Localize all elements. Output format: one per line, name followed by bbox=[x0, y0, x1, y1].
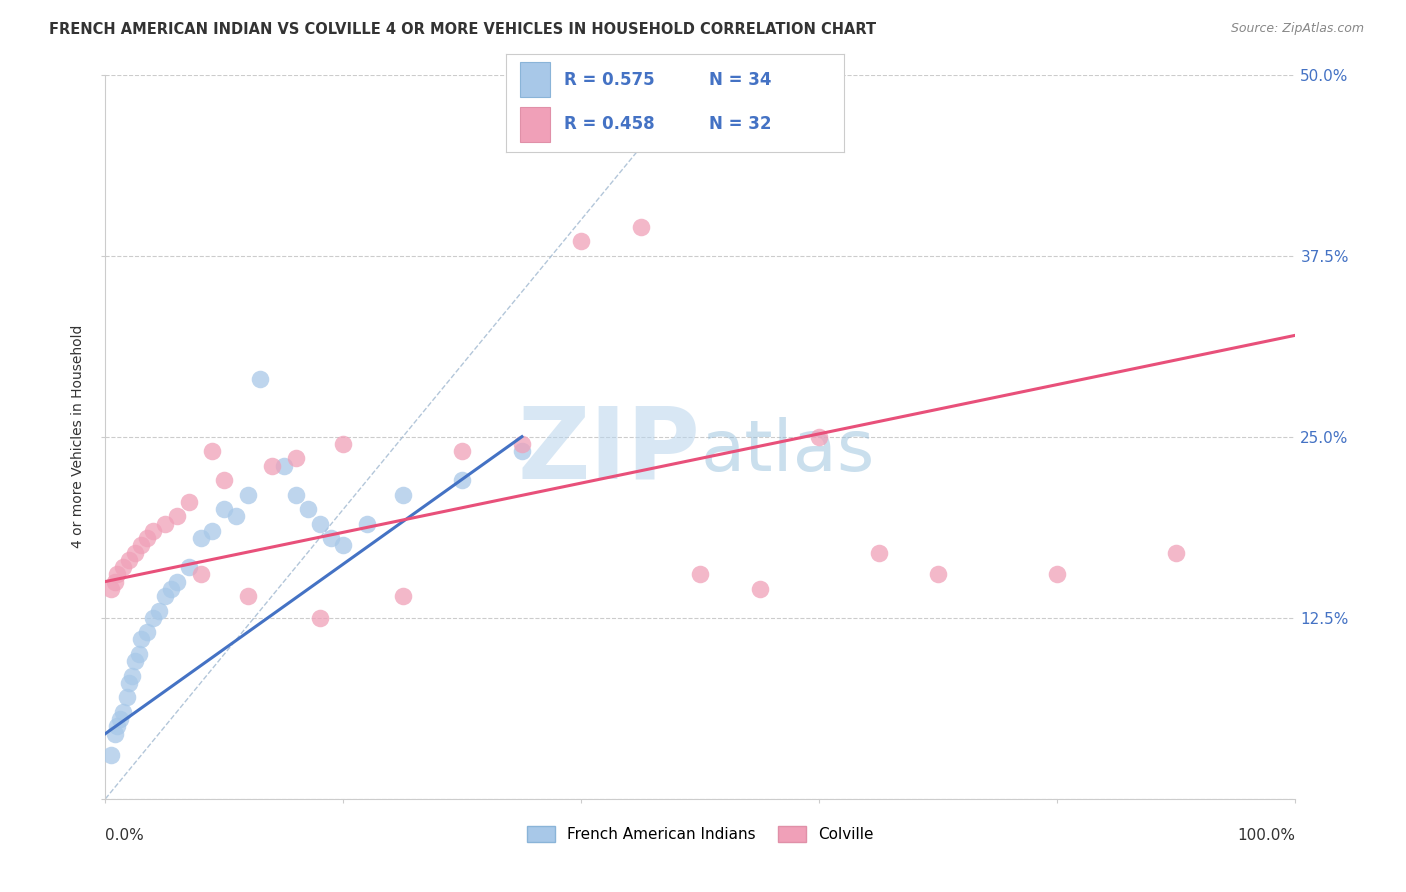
Text: N = 32: N = 32 bbox=[709, 115, 770, 133]
Point bbox=[124, 545, 146, 559]
Point bbox=[630, 219, 652, 234]
Point bbox=[166, 509, 188, 524]
Point bbox=[105, 567, 128, 582]
Point bbox=[510, 437, 533, 451]
Text: R = 0.458: R = 0.458 bbox=[564, 115, 654, 133]
Point bbox=[451, 444, 474, 458]
Point bbox=[332, 437, 354, 451]
Point bbox=[190, 567, 212, 582]
Point bbox=[115, 690, 138, 705]
Point bbox=[1046, 567, 1069, 582]
Point bbox=[332, 538, 354, 552]
Point bbox=[108, 712, 131, 726]
Point bbox=[238, 589, 260, 603]
Text: 0.0%: 0.0% bbox=[105, 828, 145, 843]
FancyBboxPatch shape bbox=[520, 108, 550, 142]
Text: Source: ZipAtlas.com: Source: ZipAtlas.com bbox=[1230, 22, 1364, 36]
Point bbox=[321, 531, 343, 545]
Text: 100.0%: 100.0% bbox=[1237, 828, 1295, 843]
Point bbox=[284, 488, 307, 502]
Point bbox=[129, 538, 152, 552]
Point bbox=[214, 502, 236, 516]
Point bbox=[201, 524, 224, 538]
Point bbox=[136, 531, 159, 545]
Point bbox=[100, 582, 122, 596]
Point bbox=[356, 516, 378, 531]
Text: N = 34: N = 34 bbox=[709, 70, 770, 88]
Point bbox=[153, 589, 176, 603]
Point bbox=[128, 647, 150, 661]
Point bbox=[166, 574, 188, 589]
Point bbox=[118, 553, 141, 567]
Point bbox=[105, 719, 128, 733]
Point bbox=[112, 560, 135, 574]
Point bbox=[124, 654, 146, 668]
Point bbox=[121, 669, 143, 683]
Point bbox=[249, 372, 271, 386]
Text: FRENCH AMERICAN INDIAN VS COLVILLE 4 OR MORE VEHICLES IN HOUSEHOLD CORRELATION C: FRENCH AMERICAN INDIAN VS COLVILLE 4 OR … bbox=[49, 22, 876, 37]
Text: R = 0.575: R = 0.575 bbox=[564, 70, 654, 88]
Point bbox=[748, 582, 770, 596]
Point bbox=[136, 625, 159, 640]
Point bbox=[104, 726, 127, 740]
Point bbox=[142, 611, 165, 625]
Text: atlas: atlas bbox=[700, 417, 875, 485]
Point bbox=[392, 589, 415, 603]
Point bbox=[177, 495, 200, 509]
Point bbox=[104, 574, 127, 589]
Point bbox=[808, 430, 831, 444]
Point bbox=[1166, 545, 1188, 559]
Point bbox=[510, 444, 533, 458]
Legend: French American Indians, Colville: French American Indians, Colville bbox=[527, 826, 873, 842]
Point bbox=[238, 488, 260, 502]
Point bbox=[112, 705, 135, 719]
Point bbox=[284, 451, 307, 466]
Point bbox=[927, 567, 949, 582]
Point bbox=[689, 567, 711, 582]
Point bbox=[392, 488, 415, 502]
Point bbox=[451, 473, 474, 487]
Point bbox=[118, 676, 141, 690]
FancyBboxPatch shape bbox=[520, 62, 550, 96]
Point bbox=[129, 632, 152, 647]
Point bbox=[100, 748, 122, 763]
Point bbox=[153, 516, 176, 531]
Point bbox=[308, 516, 330, 531]
Text: ZIP: ZIP bbox=[517, 402, 700, 500]
Point bbox=[308, 611, 330, 625]
Point bbox=[260, 458, 283, 473]
Point bbox=[160, 582, 183, 596]
Point bbox=[571, 234, 593, 248]
Point bbox=[148, 603, 170, 617]
Point bbox=[214, 473, 236, 487]
Y-axis label: 4 or more Vehicles in Household: 4 or more Vehicles in Household bbox=[72, 325, 86, 549]
Point bbox=[190, 531, 212, 545]
Point bbox=[201, 444, 224, 458]
Point bbox=[273, 458, 295, 473]
Point bbox=[142, 524, 165, 538]
Point bbox=[225, 509, 247, 524]
Point bbox=[297, 502, 319, 516]
Point bbox=[177, 560, 200, 574]
Point bbox=[868, 545, 890, 559]
